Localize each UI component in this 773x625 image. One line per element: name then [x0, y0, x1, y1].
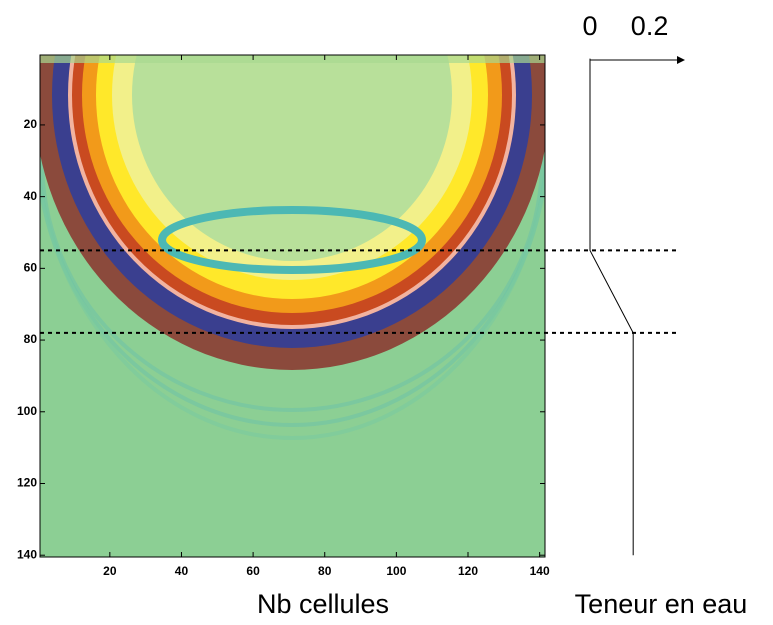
x-tick-label: 20 [103, 564, 117, 578]
y-tick-label: 100 [17, 404, 37, 418]
profile-tick-label: 0 [582, 11, 597, 41]
profile-tick-label: 0.2 [631, 11, 669, 41]
water-content-profile [589, 58, 634, 556]
y-tick-label: 40 [24, 189, 38, 203]
wave-field [40, 55, 545, 557]
profile-axis-arrow [677, 56, 685, 64]
x-tick-label: 100 [386, 564, 406, 578]
y-tick-label: 80 [24, 332, 38, 346]
plot-frame [39, 54, 546, 558]
x-tick-label: 40 [175, 564, 189, 578]
y-tick-label: 20 [24, 117, 38, 131]
y-tick-label: 60 [24, 261, 38, 275]
x-tick-label: 80 [318, 564, 332, 578]
x-axis-label: Nb cellules [257, 589, 389, 619]
y-tick-label: 140 [17, 547, 37, 561]
x-tick-label: 120 [458, 564, 478, 578]
profile-axis-label: Teneur en eau [575, 589, 748, 619]
x-tick-label: 140 [530, 564, 550, 578]
y-tick-label: 120 [17, 476, 37, 490]
x-tick-label: 60 [246, 564, 260, 578]
